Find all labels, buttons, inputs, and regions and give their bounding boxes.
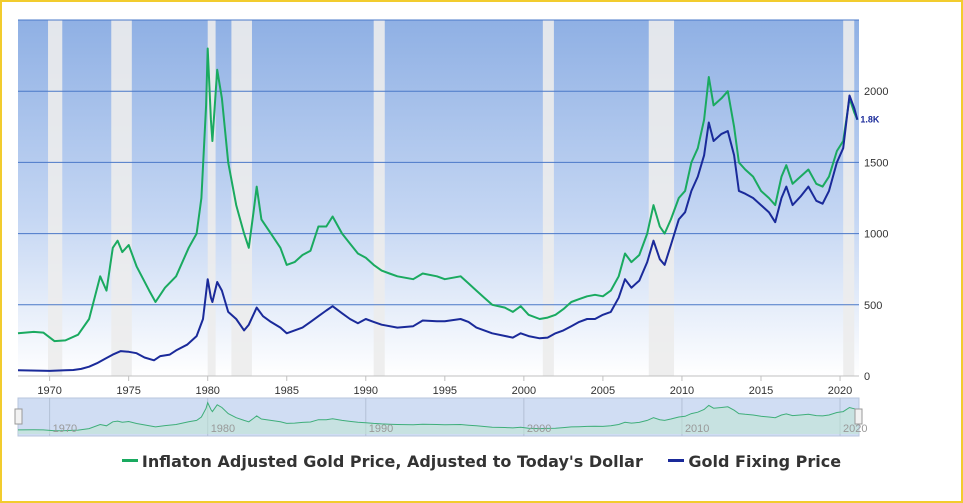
legend-item-inflation-adjusted[interactable]: Inflaton Adjusted Gold Price, Adjusted t… <box>121 452 643 471</box>
legend-label-inflation-adjusted: Inflaton Adjusted Gold Price, Adjusted t… <box>141 452 643 471</box>
x-tick-label: 1995 <box>433 385 457 397</box>
y-tick-label: 1500 <box>864 157 888 169</box>
x-tick-label: 1975 <box>116 385 140 397</box>
navigator-tick-label: 2020 <box>843 423 867 435</box>
navigator-tick-label: 2010 <box>685 423 709 435</box>
x-tick-label: 2005 <box>591 385 615 397</box>
y-tick-label: 500 <box>864 300 882 312</box>
recession-band <box>207 20 216 376</box>
navigator-line <box>17 401 858 432</box>
recession-band <box>231 20 252 376</box>
navigator-tick-label: 2000 <box>527 423 551 435</box>
y-tick-label: 0 <box>864 371 870 383</box>
recession-band <box>542 20 554 376</box>
navigator-tick-label: 1980 <box>211 423 235 435</box>
legend-swatch-blue <box>668 459 685 462</box>
series-line-inflation-adjusted <box>17 47 859 343</box>
x-tick-label: 1985 <box>274 385 298 397</box>
y-tick-label: 1000 <box>864 229 888 241</box>
navigator-tick-label: 1990 <box>369 423 393 435</box>
legend-item-gold-fixing[interactable]: Gold Fixing Price <box>668 452 841 471</box>
recession-band <box>843 20 855 376</box>
series-line-gold-fixing <box>17 94 859 372</box>
y-tick-label: 2000 <box>864 86 888 98</box>
navigator-tick-label: 1970 <box>53 423 77 435</box>
recession-band <box>373 20 385 376</box>
navigator-left-handle[interactable] <box>14 408 23 425</box>
last-value-label: 1.8K <box>860 115 880 125</box>
recession-band <box>48 20 63 376</box>
legend: Inflaton Adjusted Gold Price, Adjusted t… <box>0 452 963 471</box>
navigator-right-handle[interactable] <box>854 408 863 425</box>
x-tick-label: 2010 <box>670 385 694 397</box>
recession-band <box>648 20 675 376</box>
x-tick-label: 2020 <box>828 385 852 397</box>
x-tick-label: 2015 <box>749 385 773 397</box>
legend-label-gold-fixing: Gold Fixing Price <box>688 452 842 471</box>
x-tick-label: 1980 <box>195 385 219 397</box>
navigator-area <box>18 402 859 434</box>
navigator[interactable]: 1970 1980 1990 2000 2010 2020 <box>14 397 868 437</box>
x-tick-label: 2000 <box>512 385 536 397</box>
x-tick-label: 1990 <box>354 385 378 397</box>
recession-band <box>111 20 132 376</box>
x-tick-label: 1970 <box>37 385 61 397</box>
legend-swatch-green <box>121 459 138 462</box>
plot-area <box>18 20 859 376</box>
